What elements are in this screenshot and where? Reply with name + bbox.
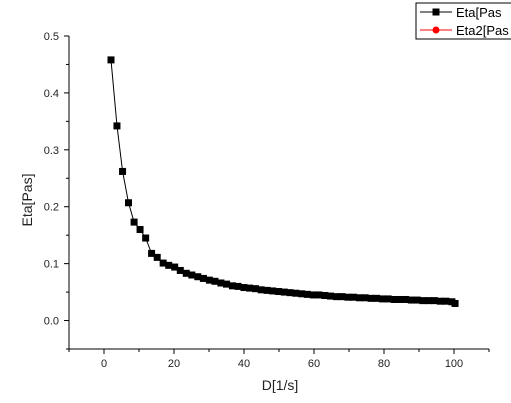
- plot-area: 0 20 40 60 80 100 0.0 0.1 0.2 0.3 0.4 0.5: [44, 31, 490, 370]
- data-point: [321, 292, 329, 300]
- data-point: [430, 297, 438, 305]
- data-point: [165, 261, 173, 269]
- data-point: [240, 284, 248, 292]
- data-point: [407, 296, 415, 304]
- data-point: [176, 266, 184, 274]
- data-point: [246, 284, 254, 292]
- data-point: [367, 294, 375, 302]
- data-point: [373, 294, 381, 302]
- data-point: [286, 289, 294, 297]
- y-tick-label: 0.2: [44, 202, 59, 214]
- data-point: [148, 249, 156, 257]
- data-point: [292, 289, 300, 297]
- data-point: [350, 293, 358, 301]
- x-tick-label: 40: [238, 358, 250, 370]
- data-point: [205, 276, 213, 284]
- data-point: [107, 56, 115, 64]
- data-point: [396, 295, 404, 303]
- data-point: [119, 167, 127, 175]
- data-point: [436, 297, 444, 305]
- data-point: [234, 282, 242, 290]
- data-point: [269, 287, 277, 295]
- y-tick-label: 0.3: [44, 145, 59, 157]
- x-axis-ticks: 0 20 40 60 80 100: [68, 349, 490, 370]
- y-tick-label: 0.0: [44, 316, 59, 328]
- data-point: [182, 269, 190, 277]
- data-point: [361, 294, 369, 302]
- data-point: [344, 293, 352, 301]
- data-point: [194, 273, 202, 281]
- data-point: [275, 288, 283, 296]
- data-point: [153, 253, 161, 261]
- data-point: [113, 122, 121, 130]
- data-point: [223, 280, 230, 288]
- legend-label-series-1: Eta[Pas: [456, 5, 502, 20]
- y-tick-label: 0.4: [44, 88, 59, 100]
- data-point: [136, 225, 144, 233]
- data-point: [413, 296, 421, 304]
- data-point: [451, 299, 459, 307]
- data-point: [188, 271, 196, 279]
- x-axis-title: D[1/s]: [262, 377, 299, 393]
- data-point: [263, 286, 271, 294]
- legend-label-series-2: Eta2[Pas: [456, 23, 509, 38]
- x-tick-label: 60: [308, 358, 320, 370]
- data-point: [257, 286, 265, 294]
- data-point: [199, 274, 207, 282]
- data-point: [402, 295, 410, 303]
- legend-marker-series-2: [432, 26, 440, 34]
- x-tick-label: 80: [378, 358, 390, 370]
- data-point: [303, 290, 311, 298]
- series-group: [107, 56, 459, 307]
- data-point: [171, 263, 179, 271]
- y-axis-title: Eta[Pas]: [19, 174, 35, 227]
- data-point: [332, 293, 340, 301]
- data-point: [252, 285, 260, 293]
- data-point: [390, 295, 398, 303]
- x-tick-label: 100: [445, 358, 463, 370]
- data-point: [419, 297, 427, 305]
- series-line-1: [110, 59, 456, 304]
- data-point: [228, 282, 236, 290]
- data-point: [356, 294, 363, 302]
- legend-box: [415, 2, 511, 40]
- x-tick-label: 0: [101, 358, 107, 370]
- data-point: [338, 293, 346, 301]
- data-point: [125, 199, 132, 207]
- data-point: [425, 297, 433, 305]
- data-point: [315, 291, 323, 299]
- data-point: [211, 277, 219, 285]
- data-point: [298, 290, 306, 298]
- data-point: [384, 295, 392, 303]
- data-point: [442, 297, 450, 305]
- data-point: [217, 279, 225, 287]
- data-point: [379, 295, 387, 303]
- data-point: [142, 234, 150, 242]
- data-point: [280, 288, 288, 296]
- data-point: [326, 292, 334, 300]
- y-tick-label: 0.1: [44, 259, 59, 271]
- legend: Eta[Pas Eta2[Pas: [415, 2, 511, 40]
- x-tick-label: 20: [168, 358, 180, 370]
- y-tick-label: 0.5: [44, 31, 59, 43]
- data-point: [130, 218, 138, 226]
- y-axis-ticks: 0.0 0.1 0.2 0.3 0.4 0.5: [44, 31, 69, 350]
- data-point: [159, 259, 167, 267]
- legend-marker-series-1: [432, 8, 440, 16]
- data-point: [309, 291, 317, 299]
